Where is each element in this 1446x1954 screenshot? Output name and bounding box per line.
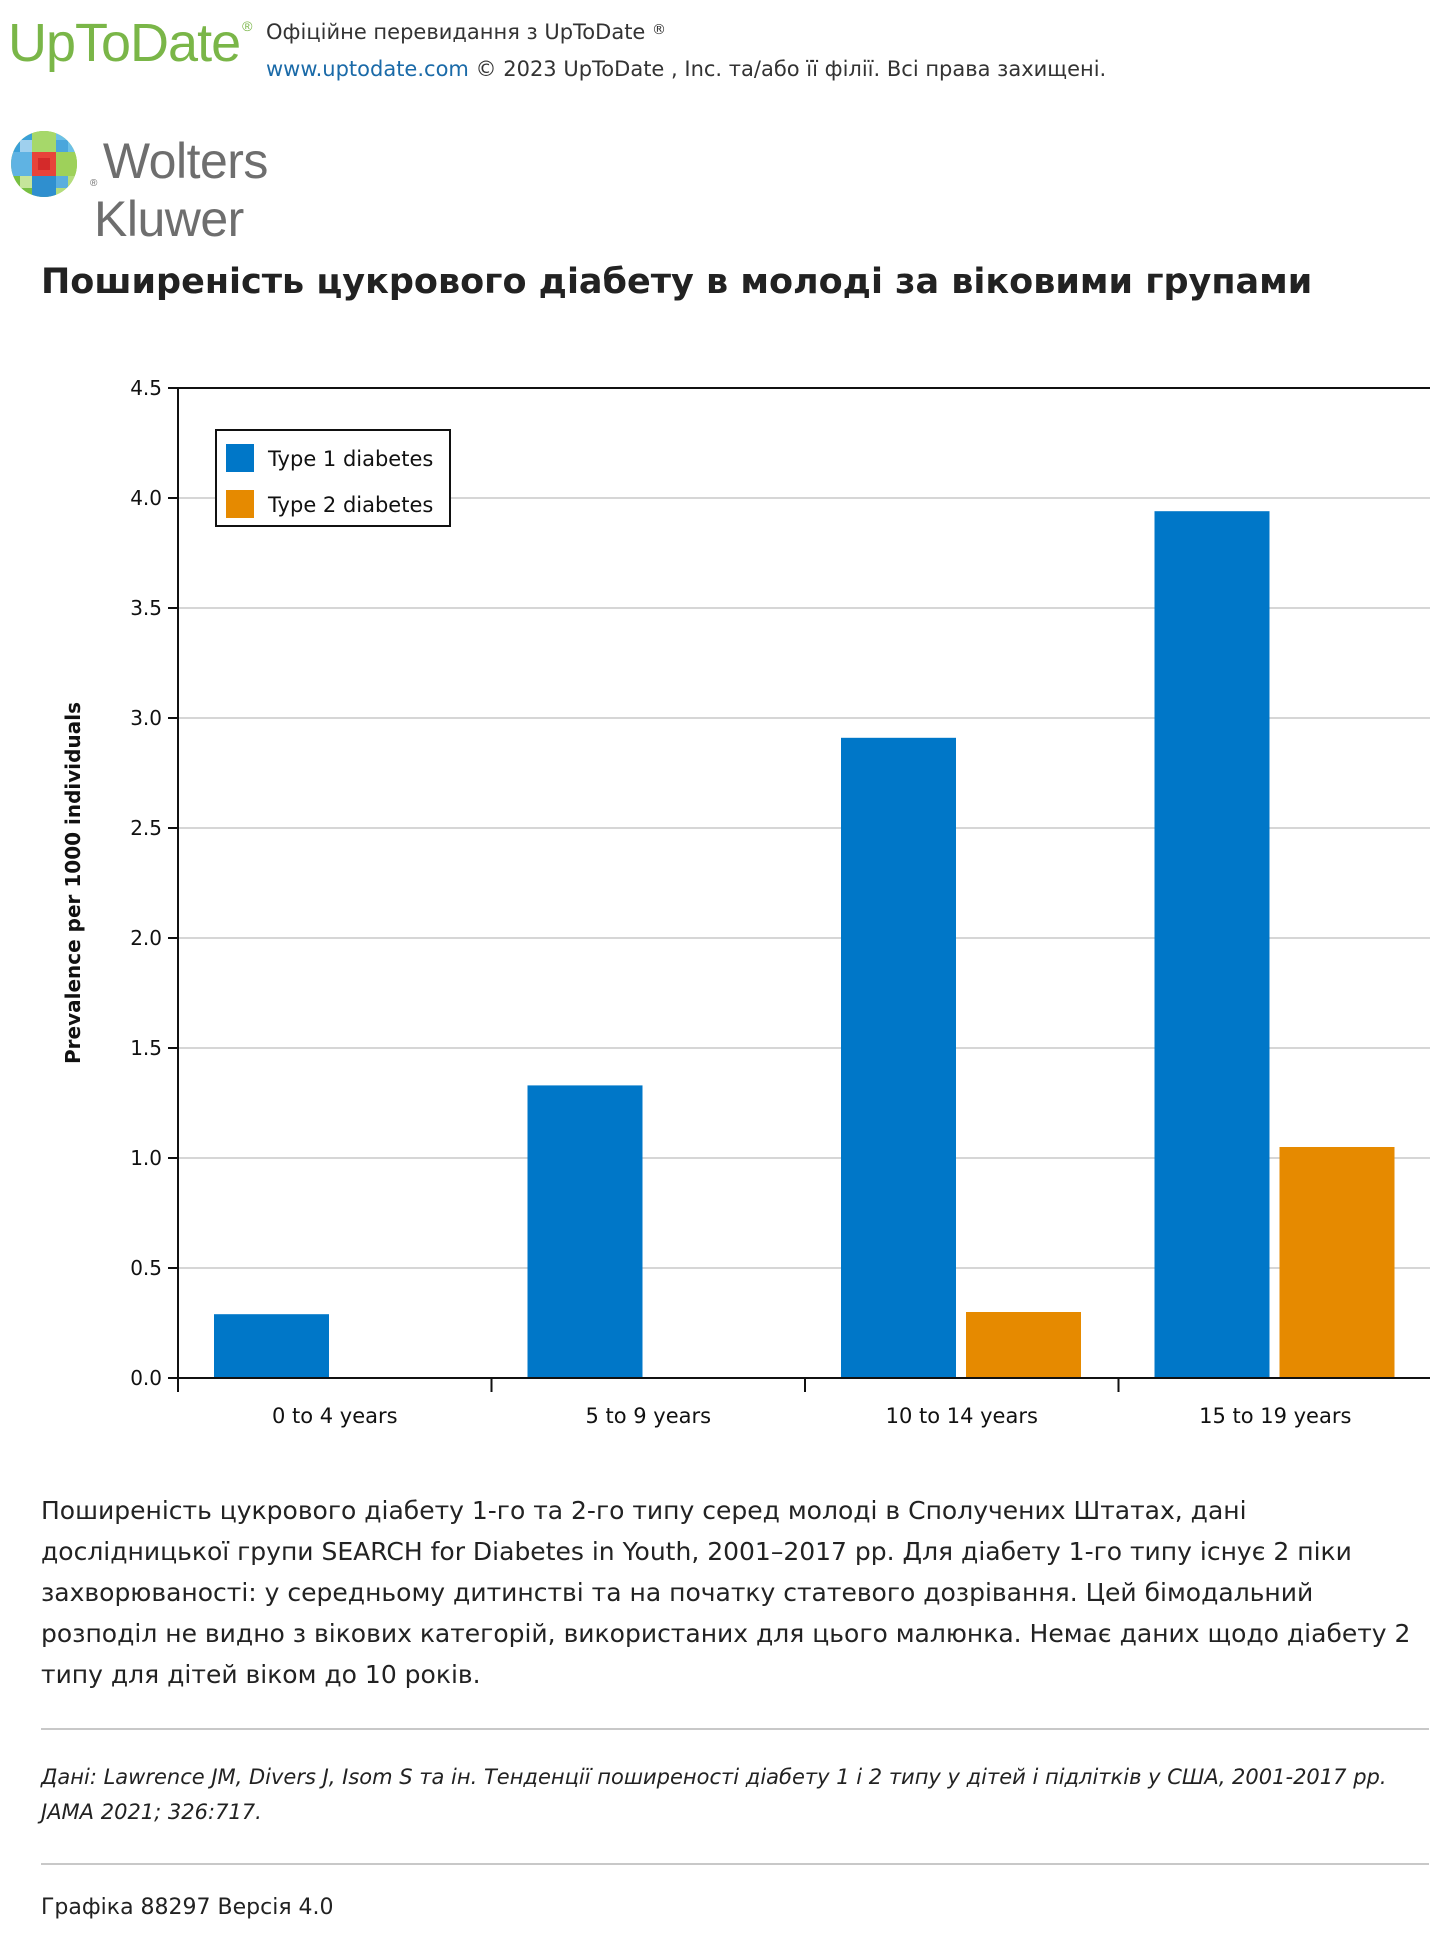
- uptodate-link[interactable]: www.uptodate.com: [266, 57, 469, 81]
- x-tick-label: 5 to 9 years: [585, 1404, 711, 1428]
- legend-label: Type 2 diabetes: [267, 493, 433, 517]
- bar: [1279, 1147, 1395, 1378]
- header-line-1: Офіційне перевидання з UpToDate ®: [266, 14, 1106, 51]
- x-tick-label: 10 to 14 years: [886, 1404, 1038, 1428]
- bar: [214, 1314, 329, 1378]
- page-title: Поширеність цукрового діабету в молоді з…: [41, 262, 1313, 302]
- wolters-kluwer-wordmark: ® Wolters Kluwer: [90, 132, 428, 248]
- legend-label: Type 1 diabetes: [267, 447, 433, 471]
- x-tick-label: 15 to 19 years: [1199, 1404, 1351, 1428]
- legend-swatch: [226, 444, 254, 472]
- official-reprint-text: Офіційне перевидання з UpToDate: [266, 20, 646, 44]
- source-citation: Дані: Lawrence JM, Divers J, Isom S та і…: [41, 1765, 1387, 1824]
- bar: [966, 1312, 1081, 1378]
- wolters-kluwer-globe-icon: [11, 131, 77, 197]
- plot-frame: [177, 387, 1430, 1379]
- legend-swatch: [226, 490, 254, 518]
- uptodate-logo-text: UpToDate: [8, 13, 241, 73]
- y-tick-label: 0.5: [130, 1256, 162, 1280]
- divider-bottom: [41, 1863, 1429, 1865]
- wolters-kluwer-reg: ®: [90, 178, 97, 190]
- x-tick-label: 0 to 4 years: [272, 1404, 398, 1428]
- y-tick-label: 1.5: [130, 1036, 162, 1060]
- y-tick-label: 4.5: [130, 376, 162, 400]
- bar: [841, 737, 956, 1378]
- y-tick-label: 0.0: [130, 1366, 162, 1390]
- graphic-version: Графіка 88297 Версія 4.0: [41, 1895, 334, 1920]
- figure-caption: Поширеність цукрового діабету 1-го та 2-…: [41, 1496, 1411, 1689]
- y-axis-label: Prevalence per 1000 individuals: [61, 702, 85, 1064]
- header-line-2: www.uptodate.com © 2023 UpToDate , Inc. …: [266, 51, 1106, 88]
- y-tick-label: 2.0: [130, 926, 162, 950]
- chart-axes: 0.0 0.5 1.0 1.5 2.0 2.5 3.0 3.5 4.0 4.5 0 to 4 yea…: [61, 376, 1430, 1428]
- prevalence-bar-chart: 0.0 0.5 1.0 1.5 2.0 2.5 3.0 3.5 4.0 4.5 0 to 4 yea…: [61, 376, 1430, 1428]
- uptodate-logo-reg: ®: [242, 18, 252, 34]
- chart-legend: Type 1 diabetes Type 2 diabetes: [215, 429, 451, 527]
- copyright-text: © 2023 UpToDate , Inc. та/або її філії. …: [468, 57, 1107, 81]
- header: UpToDate ® Офіційне перевидання з UpToDat…: [0, 0, 1446, 100]
- y-tick-label: 4.0: [130, 486, 162, 510]
- y-tick-label: 3.5: [130, 596, 162, 620]
- uptodate-logo[interactable]: UpToDate ®: [8, 12, 253, 74]
- y-tick-label: 3.0: [130, 706, 162, 730]
- wolters-kluwer-logo[interactable]: ® Wolters Kluwer: [8, 128, 428, 247]
- header-text: Офіційне перевидання з UpToDate ® www.up…: [266, 14, 1106, 88]
- bar: [527, 1085, 643, 1378]
- wolters-kluwer-text: Wolters Kluwer: [94, 133, 268, 247]
- official-reprint-reg: ®: [652, 22, 667, 38]
- y-tick-label: 2.5: [130, 816, 162, 840]
- chart-bars: [214, 511, 1395, 1378]
- divider-top: [41, 1728, 1429, 1730]
- legend-box: [215, 429, 451, 527]
- y-tick-label: 1.0: [130, 1146, 162, 1170]
- bar: [1154, 511, 1270, 1378]
